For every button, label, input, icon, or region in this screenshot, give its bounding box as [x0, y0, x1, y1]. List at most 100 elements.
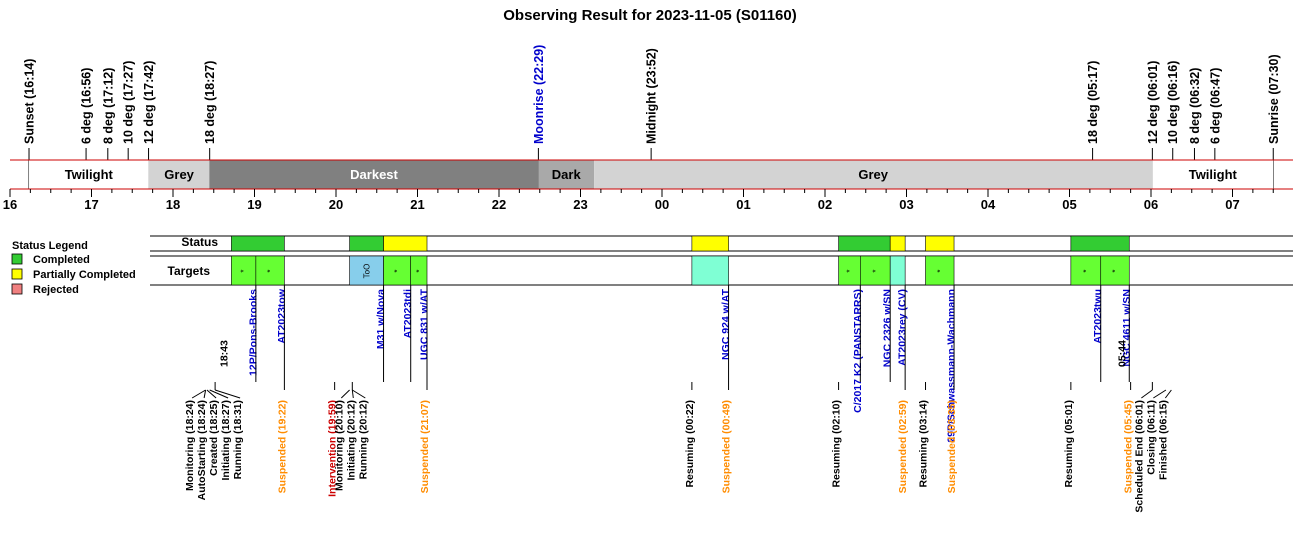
event-label-running-20-12: Running (20:12): [357, 400, 369, 479]
hour-axis: 16 17 18 19 20 21 22 23 00 01 02 03 04 05 06 07: [3, 189, 1274, 212]
target-label-at2023tdi: AT2023tdi: [402, 289, 414, 338]
status-bar-6: [925, 235, 955, 252]
target-mark-7: *: [871, 269, 880, 272]
top-marker-label-8-deg-06-32: 8 deg (06:32): [1188, 68, 1202, 144]
sky-band-twilight-0: [29, 160, 149, 189]
event-label-scheduled-end-06-01: Scheduled End (06:01): [1133, 400, 1145, 513]
sky-band-grey-1: [148, 160, 210, 189]
hour-tick-label-23: 23: [573, 197, 587, 212]
status-bar-4: [838, 235, 891, 252]
hour-tick-label-21: 21: [410, 197, 424, 212]
event-leader-0-2: [206, 389, 217, 399]
event-label-created-18-25: Created (18:25): [208, 400, 220, 476]
event-label-suspended-02-59: Suspended (02:59): [897, 400, 909, 493]
target-block-ngc-4611-w-sn: [1100, 255, 1130, 286]
event-label-closing-06-11: Closing (06:11): [1145, 400, 1157, 475]
event-label-monitoring-20-10: Monitoring (20:10): [333, 400, 345, 491]
top-marker-label-sunset-16-14: Sunset (16:14): [23, 59, 37, 144]
time-annotation-18-43: 18:43: [218, 340, 230, 367]
top-marker-label-midnight-23-52: Midnight (23:52): [645, 48, 659, 144]
status-bar-1: [349, 235, 384, 252]
legend-label-completed: Completed: [33, 254, 90, 266]
sky-band-darkest-2: [209, 160, 539, 189]
target-mark-3: *: [393, 269, 402, 272]
event-leader-0-0: [191, 389, 206, 399]
sky-band-label-0: Twilight: [65, 167, 114, 182]
event-label-suspended-03-35: Suspended (03:35): [946, 400, 958, 493]
event-label-running-18-31: Running (18:31): [232, 400, 244, 479]
top-marker-label-12-deg-17-42: 12 deg (17:42): [142, 61, 156, 144]
target-label-c-2017-k2-panstarrs: C/2017 K2 (PANSTARRS): [852, 289, 864, 413]
target-block-m31-w-nova: [349, 255, 384, 286]
top-marker-label-8-deg-17-12: 8 deg (17:12): [101, 68, 115, 144]
event-leader-3-1: [351, 389, 354, 399]
hour-tick-label-16: 16: [3, 197, 17, 212]
top-marker-label-18-deg-05-17: 18 deg (05:17): [1086, 61, 1100, 144]
event-label-resuming-05-01: Resuming (05:01): [1063, 400, 1075, 488]
target-mark-4: *: [415, 269, 424, 272]
target-label-m31-w-nova: M31 w/Nova: [375, 289, 387, 349]
status-bar-3: [691, 235, 729, 252]
target-block-at2023rey-cv: [889, 255, 906, 286]
sky-band-label-4: Grey: [858, 167, 888, 182]
top-marker-label-6-deg-06-47: 6 deg (06:47): [1208, 68, 1222, 144]
event-leader-0-1: [203, 389, 207, 399]
target-block-ngc-924-w-at: [691, 255, 729, 286]
target-block-at2023tow: [255, 255, 285, 286]
event-label-autostarting-18-24: AutoStarting (18:24): [196, 400, 208, 500]
legend-swatch-partially-completed: [11, 268, 23, 280]
event-label-suspended-00-49: Suspended (00:49): [721, 400, 733, 493]
event-label-finished-06-15: Finished (06:15): [1157, 400, 1169, 480]
hour-tick-label-17: 17: [84, 197, 98, 212]
target-block-29p-schwassmann-wachmann: [925, 255, 955, 286]
sky-band-label-1: Grey: [164, 167, 194, 182]
target-block-ugc-831-w-at: [410, 255, 428, 286]
event-leader-13-2: [1164, 389, 1172, 399]
target-label-at2023rey-cv: AT2023rey (CV): [897, 289, 909, 366]
hour-tick-label-00: 00: [655, 197, 669, 212]
chart-title: Observing Result for 2023-11-05 (S01160): [503, 7, 796, 24]
event-leader-13-0: [1141, 389, 1153, 399]
event-label-intervention-19-59: Intervention (19:59): [327, 400, 339, 497]
top-marker-label-12-deg-06-01: 12 deg (06:01): [1146, 61, 1160, 144]
event-leader-3-2: [352, 389, 366, 399]
sky-band-label-3: Dark: [552, 167, 582, 182]
legend-label-partially-completed: Partially Completed: [33, 269, 136, 281]
status-bar-5: [889, 235, 906, 252]
sky-band-dark-3: [538, 160, 595, 189]
top-marker-label-10-deg-17-27: 10 deg (17:27): [122, 61, 136, 144]
hour-tick-label-18: 18: [166, 197, 180, 212]
sky-band-twilight-5: [1152, 160, 1274, 189]
top-marker-label-moonrise-22-29: Moonrise (22:29): [532, 45, 546, 144]
event-label-resuming-02-10: Resuming (02:10): [831, 400, 843, 488]
sky-band-label-5: Twilight: [1189, 167, 1238, 182]
event-label-initiating-18-27: Initiating (18:27): [220, 400, 232, 481]
legend-swatch-completed: [11, 253, 23, 265]
target-label-ngc-2326-w-sn: NGC 2326 w/SN: [882, 289, 894, 367]
time-annotation-05-44: 05:44: [1116, 340, 1128, 367]
target-label-ngc-924-w-at: NGC 924 w/AT: [720, 288, 732, 360]
target-mark-0: *: [240, 269, 249, 272]
target-label-ugc-831-w-at: UGC 831 w/AT: [419, 288, 431, 360]
hour-tick-label-07: 07: [1225, 197, 1239, 212]
event-leader-0-3: [209, 389, 229, 399]
status-legend: Status Legend Completed Partially Complet…: [11, 240, 136, 296]
target-block-12p-pons-brooks: [231, 255, 257, 286]
legend-label-rejected: Rejected: [33, 284, 79, 296]
target-block-ngc-2326-w-sn: [860, 255, 891, 286]
event-layer: 12P/Pons-Brooks AT2023tow M31 w/Nova AT2023…: [184, 285, 1172, 513]
event-label-resuming-03-14: Resuming (03:14): [918, 400, 930, 488]
top-marker-label-6-deg-16-56: 6 deg (16:56): [80, 68, 94, 144]
hour-tick-label-03: 03: [899, 197, 913, 212]
event-leader-3-0: [340, 389, 350, 399]
target-mark-2: ToO: [363, 264, 372, 279]
target-label-12p-pons-brooks: 12P/Pons-Brooks: [247, 289, 259, 376]
top-marker-label-sunrise-07-30: Sunrise (07:30): [1267, 54, 1281, 144]
event-leader-13-1: [1153, 389, 1167, 399]
target-mark-6: *: [845, 269, 854, 272]
top-marker-label-18-deg-18-27: 18 deg (18:27): [203, 61, 217, 144]
target-mark-1: *: [266, 269, 275, 272]
hour-tick-label-19: 19: [247, 197, 261, 212]
hour-tick-label-01: 01: [736, 197, 750, 212]
